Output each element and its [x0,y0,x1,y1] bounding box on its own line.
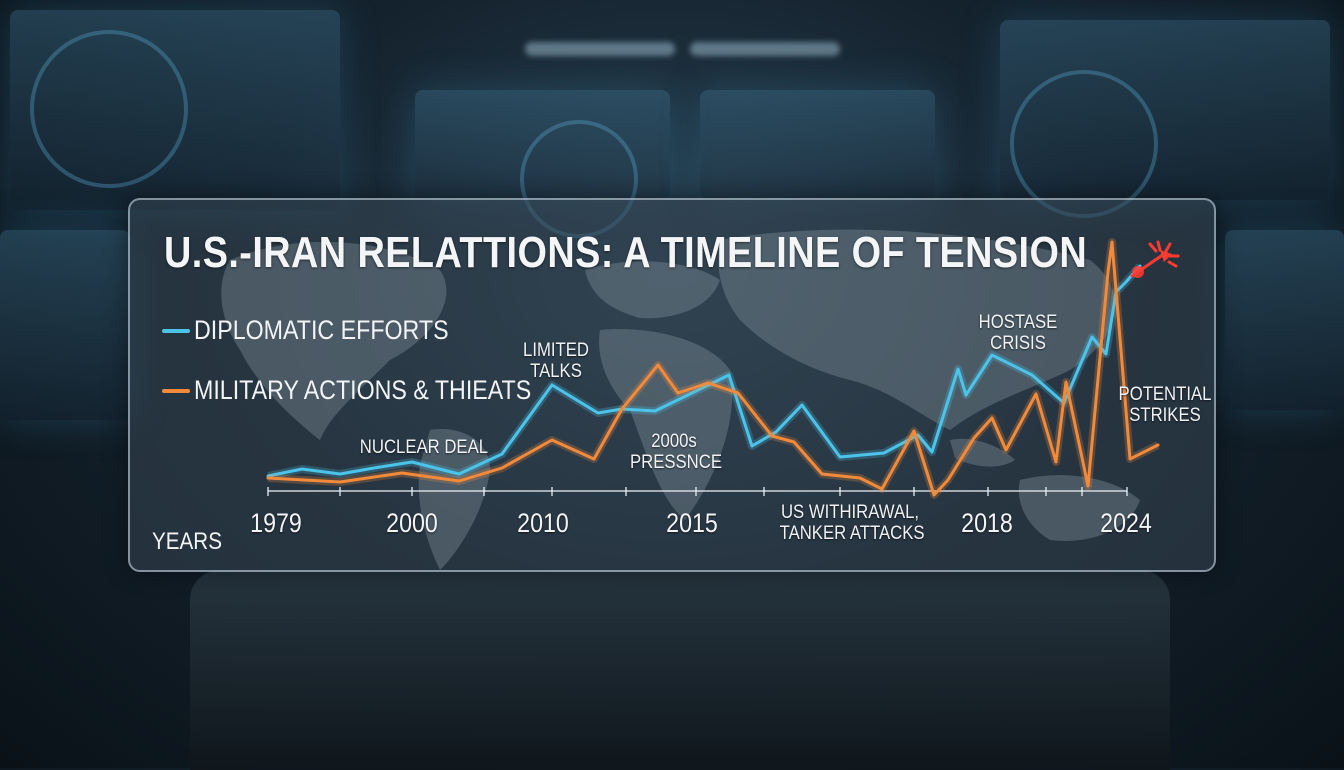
world-map-background [221,229,1140,570]
series-line-diplomatic [266,264,1142,478]
x-tick-label-2010: 2010 [517,508,569,538]
annotation-line: STRIKES [1129,405,1201,426]
background-screen-left-lower [0,230,130,420]
legend-item-military: MILITARY ACTIONS & THIEATS [162,375,586,406]
ceiling-light [690,42,840,56]
annotation-line: POTENTIAL [1118,384,1212,405]
annotation-us-withdrawal: US WITHIRAWAL, TANKER ATTACKS [779,502,925,544]
series-line-military [266,240,1160,497]
legend-swatch-diplomatic [162,328,190,333]
annotation-line: CRISIS [990,333,1046,354]
background-screen-center-right [700,90,935,200]
annotation-hostage-crisis: HOSTASE CRISIS [974,312,1062,354]
annotation-nuclear-deal: NUCLEAR DEAL [359,437,489,458]
missile-strike-icon [1130,240,1180,278]
annotation-limited-talks: LIMITED TALKS [521,340,591,382]
chart-panel: U.S.-IRAN RELATTIONS: A TIMELINE OF TENS… [128,198,1216,572]
background-radar-ring [30,30,188,188]
annotation-line: TALKS [530,361,582,382]
x-tick-label-2018: 2018 [961,508,1013,538]
legend-item-diplomatic: DIPLOMATIC EFFORTS [162,315,490,346]
annotation-potential-strikes: POTENTIAL STRIKES [1117,384,1214,426]
x-tick-label-2015: 2015 [666,508,718,538]
legend-swatch-military [162,388,190,393]
legend-label-diplomatic: DIPLOMATIC EFFORTS [194,315,449,345]
x-tick-label-2000: 2000 [386,508,438,538]
x-axis-label: YEARS [152,528,222,555]
annotation-2000s-presence: 2000s PRESSNCE [630,431,722,473]
annotation-line: NUCLEAR DEAL [359,437,489,458]
background-desk [190,570,1170,770]
annotation-line: TANKER ATTACKS [779,523,925,544]
legend-label-military: MILITARY ACTIONS & THIEATS [194,375,532,405]
timeline-chart [266,238,1160,499]
annotation-line: LIMITED [523,340,589,361]
x-tick-label-2024: 2024 [1100,508,1152,538]
background-radar-ring [1010,70,1158,218]
annotation-line: US WITHIRAWAL, [780,502,920,523]
x-tick-label-1979: 1979 [250,508,302,538]
annotation-line: HOSTASE [978,312,1058,333]
ceiling-light [525,42,675,56]
annotation-line: 2000s [651,431,697,452]
chart-title: U.S.-IRAN RELATTIONS: A TIMELINE OF TENS… [164,228,1088,277]
background-screen-right-lower [1225,230,1344,410]
annotation-line: PRESSNCE [630,452,722,473]
